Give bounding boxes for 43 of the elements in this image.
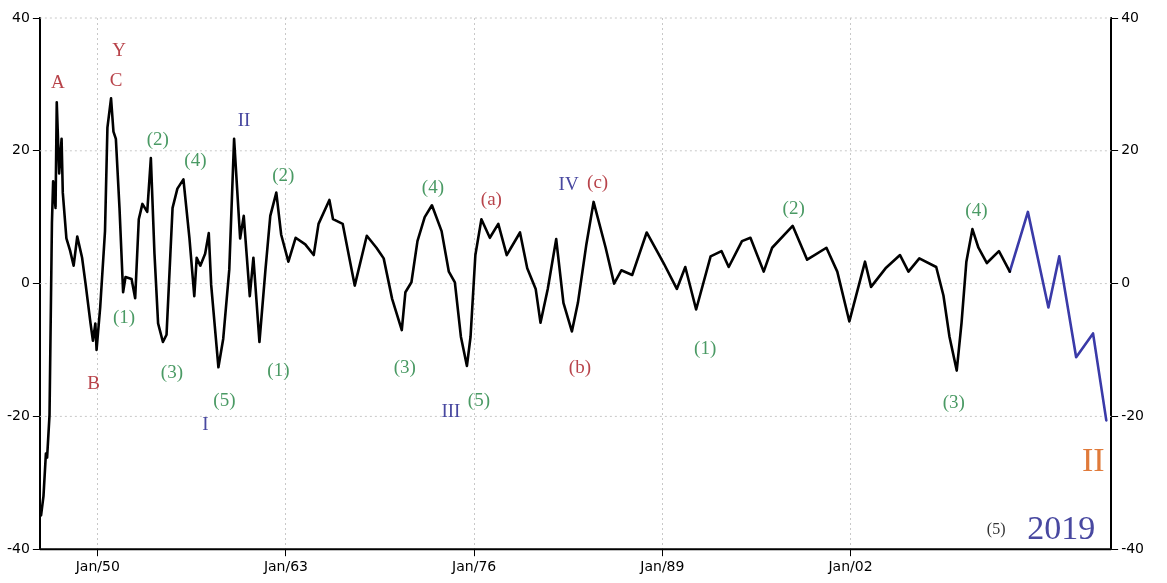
annotation: (4) xyxy=(184,149,207,172)
annotation: (3) xyxy=(942,390,965,413)
annotation: (5) xyxy=(467,388,490,411)
x-tick-label: Jan/63 xyxy=(262,558,309,575)
annotation: IV xyxy=(558,172,579,194)
y-tick-label: 20 xyxy=(12,141,30,158)
annotation: (1) xyxy=(113,306,136,329)
annotation: (a) xyxy=(480,188,502,211)
y-tick-label: -40 xyxy=(6,539,30,556)
y2-tick-label: 40 xyxy=(1121,8,1139,25)
y-tick-label: 0 xyxy=(20,274,30,291)
y-tick-label: -20 xyxy=(6,407,30,424)
annotation: I xyxy=(202,413,209,435)
annotation: (3) xyxy=(393,356,416,379)
annotation: (3) xyxy=(160,361,183,384)
annotation: (2) xyxy=(272,163,295,186)
x-tick-label: Jan/50 xyxy=(74,558,120,575)
annotation: (2) xyxy=(146,128,169,151)
annotation: (1) xyxy=(267,359,290,382)
y2-tick-label: 20 xyxy=(1121,141,1139,158)
annotation: (1) xyxy=(694,337,717,360)
y-tick-label: 40 xyxy=(12,8,30,25)
x-tick-label: Jan/76 xyxy=(451,558,497,575)
annotation: B xyxy=(87,371,100,393)
annotation: (b) xyxy=(568,356,591,379)
y2-tick-label: -20 xyxy=(1121,407,1145,424)
annotation: (4) xyxy=(965,199,988,222)
x-tick-label: Jan/89 xyxy=(639,558,685,575)
annotation: III xyxy=(441,399,461,421)
annotation: (2) xyxy=(782,196,805,219)
annotation: Y xyxy=(112,39,127,61)
y2-tick-label: -40 xyxy=(1121,539,1145,556)
annotation: A xyxy=(50,71,65,93)
annotation: 2019 xyxy=(1027,509,1096,547)
annotation: (5) xyxy=(213,389,236,412)
annotation: (c) xyxy=(587,170,609,193)
y2-tick-label: 0 xyxy=(1121,274,1131,291)
annotation: II xyxy=(237,108,251,130)
annotation: (4) xyxy=(421,176,445,199)
annotation: II xyxy=(1081,441,1105,479)
annotation: (5) xyxy=(986,520,1006,539)
annotation: C xyxy=(109,69,123,91)
x-tick-label: Jan/02 xyxy=(827,558,873,575)
